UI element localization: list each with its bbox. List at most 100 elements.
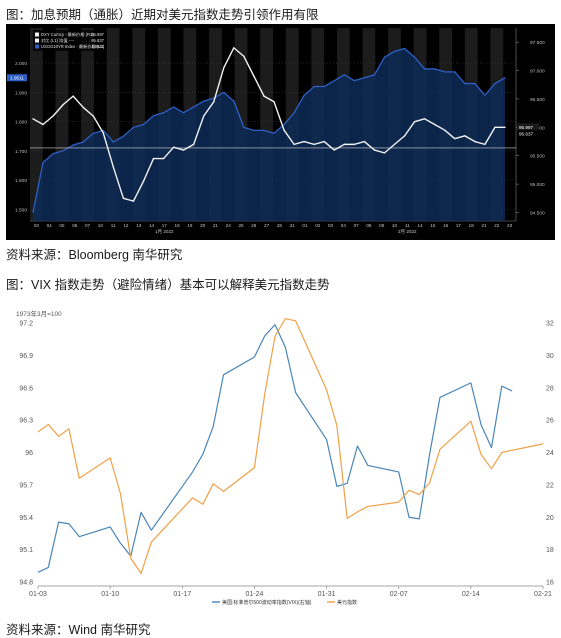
chart-1-legend-label: 对比 (L1) 均值 ---- — [41, 37, 75, 44]
chart-1-x-tick: 10 — [392, 223, 398, 228]
chart-1-dxy-point — [494, 126, 496, 129]
chart-2-x-tick: 01-24 — [245, 591, 263, 598]
chart-1-x-tick: 08 — [366, 223, 372, 228]
chart-2-vix-point — [367, 465, 369, 467]
chart-1-yield-point — [223, 91, 225, 93]
chart-2-vix-point — [357, 445, 359, 447]
chart-1-dxy-point — [484, 143, 486, 146]
chart-1-dxy-point — [172, 146, 175, 148]
chart-1-dxy-point — [122, 197, 125, 199]
chart-1-yield-point — [42, 161, 44, 164]
chart-2-dxy-point — [357, 511, 359, 513]
chart-2-vix-point — [439, 397, 441, 399]
chart-2-dxy-point — [408, 489, 410, 491]
chart-1-x-tick: 02 — [315, 223, 321, 228]
chart-1-yield-point — [273, 132, 275, 134]
chart-1-yield-line — [32, 47, 506, 213]
chart-1-x-tick: 13 — [136, 223, 142, 228]
chart-1-legend-swatch — [35, 44, 39, 49]
chart-1-dxy-point — [444, 129, 446, 131]
chart-1-right-flag-label: 95.637 — [519, 131, 533, 136]
chart-1-legend-swatch — [35, 38, 39, 43]
chart-2-dxy-point — [264, 393, 266, 395]
chart-1-dxy-point — [32, 118, 34, 120]
chart-2-left-tick: 95.4 — [19, 515, 33, 522]
chart-1-dxy-point — [323, 140, 325, 143]
chart-1-yield-point — [434, 68, 436, 70]
chart-1-dxy-point — [283, 129, 285, 131]
chart-2-dxy-point — [419, 494, 421, 496]
chart-1-right-flag-label: 95.997 — [519, 125, 533, 130]
chart-1-yield-point — [363, 77, 366, 79]
chart-1-yield-point — [373, 74, 376, 76]
chart-1-yield-point — [403, 47, 406, 50]
chart-2-right-tick: 16 — [546, 580, 554, 587]
chart-1-dxy-point — [363, 140, 366, 143]
chart-1-right-tick: 97.000 — [530, 69, 545, 75]
chart-2-vix-point — [429, 453, 431, 455]
chart-1-yield-point — [313, 85, 315, 88]
chart-1-dxy-point — [423, 118, 426, 120]
chart-2-vix-point — [470, 382, 472, 384]
chart-1-yield-point — [474, 82, 476, 85]
chart-1-yield-point — [32, 211, 34, 213]
chart-1-yield-point — [494, 82, 496, 85]
chart-1-yield-point — [82, 141, 84, 143]
chart-2-vix-point — [120, 542, 122, 544]
chart-2-vix-point — [109, 526, 111, 528]
chart-2-left-tick: 96.9 — [19, 353, 33, 360]
chart-2-left-tick: 96 — [25, 450, 33, 457]
chart-1-right-tick: 95.000 — [530, 182, 545, 188]
chart-1-dxy-point — [82, 106, 84, 109]
figure-2-source: 资料来源：Wind 南华研究 — [6, 623, 151, 637]
chart-1-yield-point — [243, 126, 245, 129]
chart-1-dxy-point — [62, 103, 64, 106]
chart-2-dxy-point — [274, 335, 276, 337]
chart-2-vix-point — [78, 536, 80, 538]
chart-2-dxy-point — [470, 420, 472, 422]
chart-1-dxy-point — [263, 95, 265, 97]
chart-2-left-tick: 95.7 — [19, 482, 33, 489]
chart-2-dxy-point — [367, 506, 369, 508]
chart-1-yield-point — [393, 50, 396, 52]
chart-1-x-tick: 22 — [494, 223, 500, 228]
chart-1-legend-value: 95.637 — [91, 38, 104, 43]
chart-1-left-tick: 2.000 — [15, 61, 27, 67]
chart-1-x-tick: 27 — [264, 223, 270, 228]
chart-2-vix-point — [511, 390, 513, 392]
chart-2-dxy-point — [501, 452, 503, 454]
chart-1-yield-area — [33, 48, 505, 221]
chart-1-yield-point — [112, 141, 114, 143]
chart-1-yield-point — [414, 56, 416, 58]
chart-1-yield-point — [62, 150, 64, 152]
chart-1-column-band — [30, 28, 43, 221]
chart-1-yield-point — [353, 80, 355, 82]
chart-2-right-tick: 20 — [546, 515, 554, 522]
chart-1-dxy-line — [32, 47, 505, 202]
chart-2-dxy-point — [109, 457, 111, 459]
chart-1-x-tick: 17 — [162, 223, 168, 228]
chart-1-yield-point — [343, 74, 345, 76]
chart-1-dxy-point — [353, 143, 356, 146]
chart-2-x-tick: 01-17 — [173, 591, 191, 598]
chart-1-dxy-point — [112, 166, 115, 168]
chart-2-vix-point — [408, 516, 410, 518]
chart-1-dxy-point — [203, 115, 205, 117]
chart-1-x-tick: 03 — [328, 223, 334, 228]
chart-2-vix-point — [336, 486, 338, 488]
chart-1-yield-point — [263, 129, 265, 131]
chart-2-dxy-point — [480, 454, 482, 456]
chart-1-yield-point — [293, 112, 295, 114]
chart-1-x-tick: 15 — [430, 223, 436, 228]
chart-1-x-tick: 21 — [213, 223, 219, 228]
chart-2-vix-point — [346, 482, 348, 484]
chart-1-dxy-point — [102, 132, 104, 134]
chart-1-x-tick: 19 — [187, 223, 193, 228]
chart-2-dxy-point — [254, 467, 256, 469]
chart-1-x-tick: 18 — [469, 223, 475, 228]
chart-1-x-tick: 16 — [443, 223, 449, 228]
chart-1-yield-point — [122, 135, 124, 137]
chart-1-x-tick: 05 — [59, 223, 65, 228]
chart-1-x-tick: 03 — [34, 223, 40, 228]
chart-2-dxy-point — [491, 468, 493, 470]
